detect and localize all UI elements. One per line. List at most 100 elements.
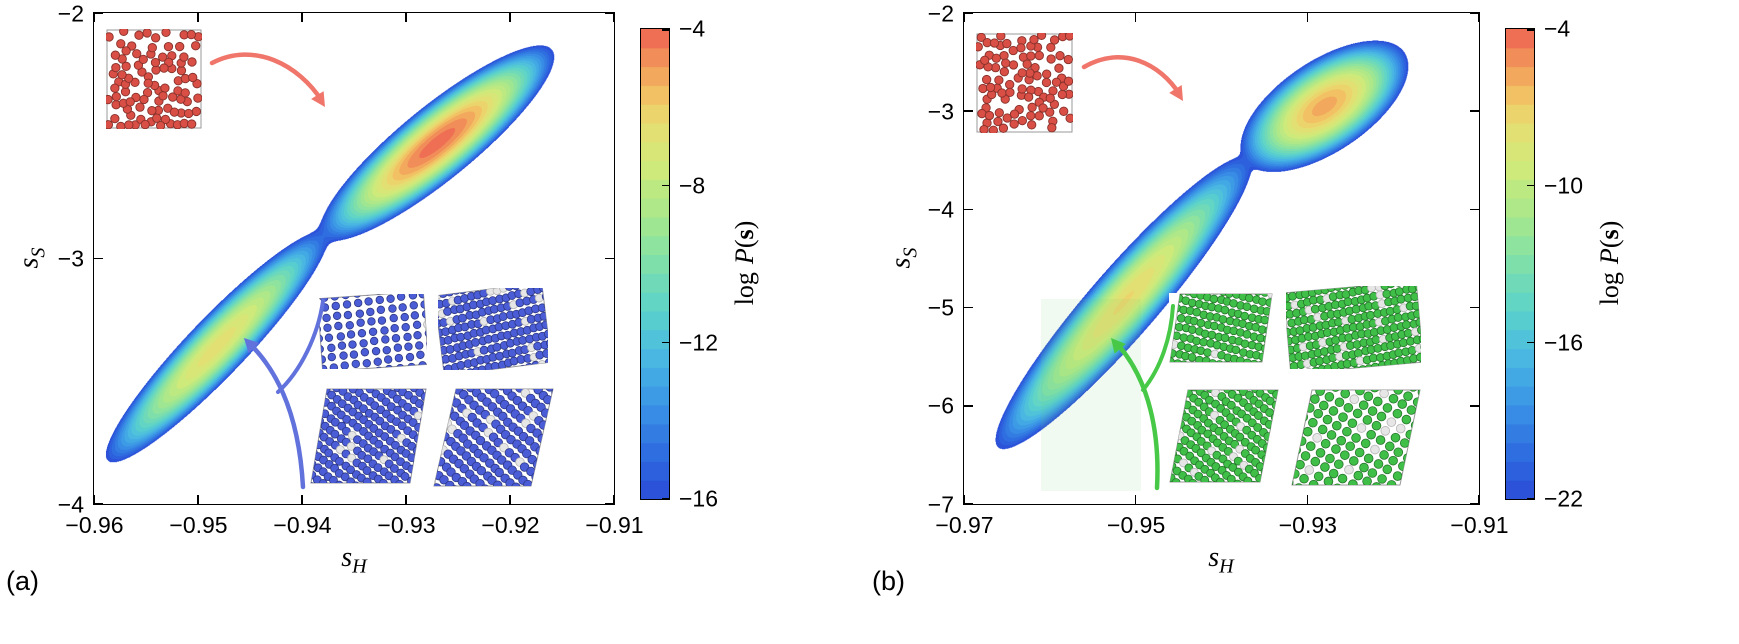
y-tick-label: −7 <box>927 491 954 517</box>
crystal-snapshot-image <box>319 294 427 369</box>
liquid-snapshot-image <box>106 29 202 129</box>
tick-mark <box>1527 184 1534 187</box>
crystal-snapshot-image <box>1169 293 1273 363</box>
tick-mark <box>405 13 407 22</box>
y-tick-label: −5 <box>927 294 954 321</box>
tick-mark <box>1527 29 1534 31</box>
x-axis-label-a: sH <box>341 542 366 579</box>
tick-mark <box>964 110 973 112</box>
s-symbol: s <box>730 229 759 240</box>
tick-mark <box>1527 341 1534 344</box>
tick-mark <box>197 13 199 22</box>
colorbar-gradient <box>1506 29 1534 499</box>
x-tick-label: −0.95 <box>169 512 228 538</box>
tick-mark <box>94 12 103 14</box>
tick-mark <box>964 208 973 211</box>
x-tick-label: −0.96 <box>65 512 124 538</box>
tick-mark <box>1306 495 1309 504</box>
tick-mark <box>93 495 95 504</box>
tick-mark <box>93 13 95 22</box>
colorbar-label-b: log P(s) <box>1595 221 1625 306</box>
crystal-snapshot-image <box>310 388 427 484</box>
xlabel-sub: H <box>1219 555 1234 578</box>
tick-mark <box>405 495 407 504</box>
y-axis-label-a: sS <box>14 248 51 269</box>
tick-mark <box>1306 13 1309 22</box>
tick-mark <box>1470 12 1479 14</box>
tick-mark <box>963 495 965 504</box>
s-symbol: s <box>1595 229 1624 240</box>
tick-mark <box>963 13 965 22</box>
colorbar-tick-label: −16 <box>679 485 719 512</box>
tick-mark <box>964 306 973 309</box>
xlabel-base: s <box>1208 542 1220 573</box>
tick-mark <box>605 503 614 505</box>
tick-mark <box>1527 497 1534 499</box>
crystal-snapshot-image <box>1169 389 1279 483</box>
y-tick-label: −2 <box>57 0 84 26</box>
tick-mark <box>1470 405 1479 407</box>
panel-label-b: (b) <box>872 566 905 596</box>
colorbar-tick-label: −4 <box>679 15 706 42</box>
ylabel-sub: S <box>27 247 50 258</box>
tick-mark <box>1470 110 1479 112</box>
crystal-snapshot-image <box>433 388 554 487</box>
x-tick-label: −0.95 <box>1107 512 1166 538</box>
close-paren: ) <box>1595 220 1624 230</box>
crystal-snapshot-image <box>1286 286 1421 369</box>
x-tick-label: −0.91 <box>585 512 644 538</box>
colorbar-tick-label: −4 <box>1544 15 1571 42</box>
ylabel-base: s <box>13 257 45 269</box>
tick-mark <box>94 503 103 505</box>
tick-mark <box>964 12 973 14</box>
y-tick-label: −2 <box>927 0 954 26</box>
ylabel-base: s <box>885 257 917 269</box>
colorbar-tick-label: −16 <box>1544 329 1584 356</box>
tick-mark <box>662 497 669 499</box>
close-paren: ) <box>730 220 759 230</box>
tick-mark <box>605 257 614 260</box>
x-axis-label-b: sH <box>1208 542 1233 579</box>
x-tick-label: −0.97 <box>935 512 994 538</box>
tick-mark <box>964 405 973 407</box>
density-plot-b <box>963 12 1480 505</box>
P-symbol: P <box>730 248 759 265</box>
tick-mark <box>1134 495 1137 504</box>
xlabel-sub: H <box>352 555 367 578</box>
tick-mark <box>1470 208 1479 211</box>
y-tick-label: −3 <box>927 98 954 125</box>
tick-mark <box>1470 306 1479 309</box>
crystal-snapshot-image <box>438 288 548 370</box>
highlight-region <box>1041 299 1141 491</box>
tick-mark <box>613 495 615 504</box>
colorbar-gradient <box>641 29 669 499</box>
tick-mark <box>94 257 103 260</box>
tick-mark <box>301 495 303 504</box>
log-text: log <box>730 272 759 306</box>
tick-mark <box>509 13 511 22</box>
x-tick-label: −0.93 <box>1278 512 1337 538</box>
y-axis-label-b: sS <box>886 248 923 269</box>
tick-mark <box>605 12 614 14</box>
y-tick-label: −4 <box>927 196 954 223</box>
P-symbol: P <box>1595 248 1624 265</box>
liquid-snapshot-image <box>976 33 1073 133</box>
colorbar-tick-label: −12 <box>679 329 719 356</box>
tick-mark <box>662 184 669 187</box>
tick-mark <box>509 495 511 504</box>
tick-mark <box>1134 13 1137 22</box>
panel-label-a: (a) <box>6 566 39 596</box>
colorbar-tick-label: −8 <box>679 172 706 199</box>
colorbar-tick-label: −22 <box>1544 485 1584 512</box>
ylabel-sub: S <box>899 247 922 258</box>
tick-mark <box>613 13 615 22</box>
colorbar-a <box>640 28 670 500</box>
x-tick-label: −0.92 <box>481 512 540 538</box>
x-tick-label: −0.91 <box>1450 512 1509 538</box>
tick-mark <box>197 495 199 504</box>
density-plot-a <box>93 12 615 505</box>
tick-mark <box>1478 495 1480 504</box>
tick-mark <box>662 341 669 344</box>
open-paren: ( <box>1595 239 1624 249</box>
tick-mark <box>1470 503 1479 505</box>
